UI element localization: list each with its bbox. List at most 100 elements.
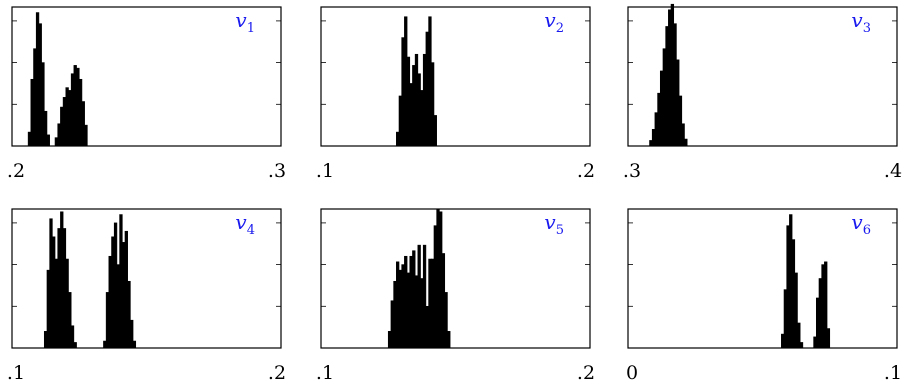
histogram-bar [659,70,664,147]
histogram-bar [678,95,683,147]
histogram-bar [108,255,112,349]
histogram-bar [673,23,677,147]
histogram-bar [406,272,411,349]
histogram-bar [409,255,413,349]
histogram-bar [401,37,405,147]
histogram-bar [406,56,411,147]
x-tick-label-max: .3 [268,160,286,182]
histogram-bar [412,65,416,147]
histogram-bar [409,83,413,147]
histogram-bar [657,92,661,147]
histogram-bar [116,264,120,349]
histogram-bar [49,218,53,349]
histogram-bar [41,62,45,147]
histogram-bar [794,272,798,349]
x-tick-label-max: .2 [577,160,595,182]
axes-frame [11,208,282,349]
histogram-bar [113,222,118,349]
histogram-bar [62,97,67,147]
x-tick-label-min: .1 [7,362,25,384]
panel-v1: .2 .3 v1 [7,6,286,182]
histogram-bar [68,90,72,147]
histogram-bar [396,261,400,349]
panel-v2: .1 .2 v2 [316,6,595,182]
histogram-bar [30,78,34,147]
axes-frame [11,6,282,147]
histogram-bar [81,101,85,147]
histogram-bar [797,322,801,349]
histogram-bar [417,244,421,349]
panel-v6: 0 .1 v6 [626,208,902,384]
histogram-bar [57,228,61,349]
histogram-bar [439,211,443,349]
histogram-bar [420,90,424,147]
histogram-bar [651,129,656,147]
histogram-bar [78,78,83,147]
histogram-bar [46,269,50,349]
x-tick-label-min: .3 [623,160,641,182]
histogram-bar [65,87,69,147]
histogram-bar [789,214,793,349]
series-label: v1 [235,8,255,36]
axes-frame [320,208,591,349]
histogram-bar [665,26,669,147]
histogram-bar [52,236,56,349]
histogram-bar [799,342,804,349]
histogram-bar [132,340,137,349]
histogram-bar [428,258,432,349]
x-tick-label-max: .2 [577,362,595,384]
histogram-bar [818,278,822,349]
histogram-bar [414,275,419,349]
histogram-bar [786,225,790,349]
histogram-bar [681,123,685,147]
histogram-bar [813,336,817,349]
histogram-bar [73,342,77,349]
histogram-bar [654,112,658,147]
histogram-bar [783,289,788,349]
histogram-bar [84,124,88,147]
histogram-bar [436,208,440,349]
histogram-bar [430,258,435,349]
histogram-bar [441,253,446,349]
x-tick-label-max: .4 [884,160,902,182]
histogram-bar [430,62,435,147]
histogram-bar [393,280,397,349]
histogram-bar [387,331,392,349]
histogram-bar [398,269,403,349]
x-tick-label-min: .1 [316,362,334,384]
histogram-bar [684,138,688,147]
series-label: v6 [851,210,871,238]
x-tick-label-max: .1 [884,362,902,384]
histogram-bar [105,292,110,349]
histogram-bar [404,255,408,349]
histogram-bar [425,305,429,349]
histogram-bar [444,292,448,349]
histogram-bar [119,214,123,349]
histogram-bar [68,292,72,349]
histogram-bar [649,140,653,147]
histogram-bar [668,9,672,147]
histogram-bar [781,333,785,349]
histogram-bar [815,297,820,349]
histogram-bar [60,211,64,349]
histogram-bar [73,65,77,147]
histogram-bar [433,225,437,349]
histogram-bar [826,328,831,349]
histogram-bar [401,264,405,349]
x-tick-label-min: .2 [7,160,25,182]
histogram-bar [33,48,37,147]
histogram-bar [670,3,675,147]
histogram-bar [127,280,131,349]
histogram-bar [35,12,40,147]
histogram-bar [43,110,48,147]
panel-v5: .1 .2 v5 [316,208,595,384]
histogram-bar [43,331,48,349]
histogram-bar [821,264,825,349]
histogram-bar [420,278,424,349]
series-label: v5 [544,210,564,238]
histogram-bar [791,239,796,349]
histogram-bar [428,16,432,147]
x-tick-label-max: .2 [268,362,286,384]
histogram-bar [27,131,32,147]
